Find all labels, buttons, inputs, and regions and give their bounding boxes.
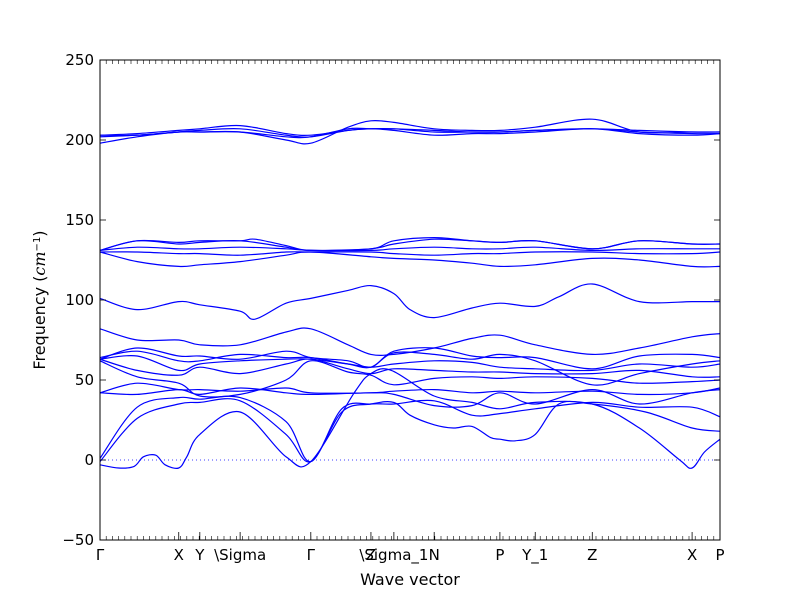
x-tick-label-9: P (495, 546, 504, 564)
high-symmetry-ticks: Γ X Y \Sigma Γ Z\Sigma_1 N P Y_1 Z X P (96, 60, 725, 565)
y-tick-label-6: 200 (65, 131, 94, 149)
x-tick-label-6: Z (366, 546, 376, 564)
band-17 (100, 236, 720, 252)
band-6 (100, 360, 720, 398)
y-axis-label-exponent: −1 (32, 237, 43, 252)
plot-area: Γ X Y \Sigma Γ Z\Sigma_1 N P Y_1 Z X P −50050100150… (62, 51, 724, 565)
phonon-bands (100, 118, 720, 469)
y-tick-label-7: 250 (65, 51, 94, 69)
band-8 (100, 354, 720, 372)
band-3 (100, 395, 720, 463)
y-tick-label-3: 50 (75, 371, 94, 389)
x-tick-label-5: Γ (307, 546, 316, 564)
y-tick-label-1: −50 (62, 531, 94, 549)
band-7 (100, 358, 720, 378)
x-tick-label-4: \Sigma (214, 546, 266, 564)
x-tick-label-1: Γ (96, 546, 105, 564)
band-13 (100, 251, 720, 268)
band-21 (100, 127, 720, 139)
band-15 (100, 246, 720, 252)
x-tick-label-12: X (687, 546, 697, 564)
band-2 (100, 398, 720, 463)
band-5 (100, 382, 720, 396)
x-tick-label-13: P (715, 546, 724, 564)
y-axis-label-text: Frequency ( (30, 276, 49, 370)
y-tick-label-2: 0 (84, 451, 94, 469)
y-tick-label-4: 100 (65, 291, 94, 309)
x-tick-label-7: \Sigma_1 (359, 546, 428, 565)
y-axis-label: Frequency (cm−1) (30, 230, 49, 369)
band-1 (100, 368, 720, 469)
band-11 (100, 327, 720, 357)
axes-frame (99, 59, 721, 541)
x-axis-label: Wave vector (360, 570, 460, 589)
x-tick-label-8: N (429, 546, 440, 564)
y-axis-label-unit: cm (30, 251, 49, 275)
x-tick-label-10: Y_1 (521, 546, 548, 565)
x-tick-label-2: X (174, 546, 184, 564)
y-axis-label-close: ) (30, 230, 49, 236)
y-tick-label-5: 150 (65, 211, 94, 229)
x-tick-label-3: Y (194, 546, 205, 564)
band-10 (100, 347, 720, 370)
x-tick-label-11: Z (587, 546, 597, 564)
band-14 (100, 251, 720, 256)
y-axis-ticks: −50 0 50 100 150 200 250 (62, 51, 720, 549)
band-12 (100, 283, 720, 320)
